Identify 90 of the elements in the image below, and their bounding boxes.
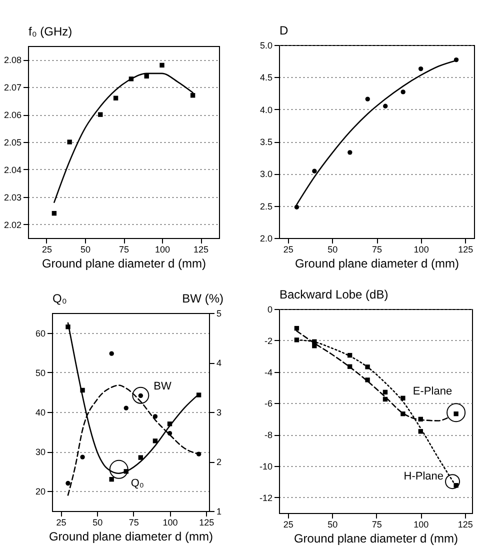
y-tick-label: 2.03 (4, 192, 22, 202)
y-tick-label: 20 (35, 486, 46, 497)
y-tick-label: 30 (35, 447, 46, 458)
x-tick-label: 50 (92, 518, 103, 528)
annotation: H-Plane (404, 470, 444, 483)
y-tick-label: 2.5 (260, 201, 272, 212)
x-axis-title: Ground plane diameter d (mm) (294, 532, 458, 546)
y-tick-label: -8 (264, 430, 272, 440)
y-axis-title: Backward Lobe (dB) (280, 288, 388, 302)
x-tick-label: 25 (42, 244, 52, 254)
x-tick-label: 75 (118, 244, 130, 254)
x-tick-label: 125 (194, 244, 209, 254)
point (66, 480, 70, 486)
point (365, 96, 370, 102)
y2-tick-label: 5 (216, 308, 222, 318)
y-tick-label: 2.0 (260, 234, 272, 244)
point (152, 414, 158, 419)
y-tick-label: 0 (267, 304, 272, 314)
point (382, 390, 388, 395)
x-tick-label: 100 (414, 520, 429, 530)
x-tick-label: 100 (414, 244, 429, 254)
point (52, 210, 57, 216)
y-tick-label: 3.0 (260, 169, 272, 180)
x-tick-label: 50 (328, 520, 338, 530)
y2-axis-title: BW (%) (182, 292, 224, 306)
y-axis-title: D (280, 24, 288, 38)
point (312, 168, 317, 174)
point (152, 438, 158, 444)
y-tick-label: 50 (35, 368, 46, 378)
y-tick-label: -2 (264, 336, 272, 346)
x-tick-label: 50 (328, 244, 338, 254)
y-tick-label: 2.02 (4, 220, 22, 230)
y-tick-label: 2.08 (4, 55, 22, 66)
x-tick-label: 125 (199, 518, 214, 528)
x-axis-title: Ground plane diameter d (mm) (48, 530, 214, 544)
x-tick-label: 100 (162, 518, 178, 528)
y-axis-title: Q₀ (52, 292, 67, 306)
x-tick-label: 25 (283, 520, 294, 530)
x-tick-label: 100 (154, 244, 170, 254)
point (124, 406, 128, 410)
point (109, 351, 114, 356)
point (109, 476, 114, 482)
y-tick-label: -4 (264, 367, 272, 378)
y2-tick-label: 3 (216, 408, 222, 418)
annotation: E-Plane (412, 386, 452, 398)
point (113, 96, 118, 100)
y-tick-label: -6 (264, 398, 272, 409)
point (400, 396, 406, 400)
point (80, 454, 85, 460)
y-tick-label: 4.5 (260, 72, 272, 83)
y-tick-label: 5.0 (260, 40, 272, 50)
point (418, 66, 424, 72)
point (144, 74, 149, 79)
x-tick-label: 25 (56, 518, 66, 528)
y-tick-label: 4.0 (260, 104, 272, 115)
x-tick-label: 75 (372, 520, 382, 530)
y2-tick-label: 1 (216, 506, 222, 516)
x-tick-label: 75 (128, 518, 139, 528)
point (67, 140, 72, 144)
point (294, 326, 300, 331)
annotation: Q₀ (130, 477, 144, 490)
y-axis-title: f₀ (GHz) (28, 24, 72, 38)
x-tick-label: 125 (458, 520, 473, 530)
y2-tick-label: 4 (216, 358, 222, 368)
point (138, 455, 144, 460)
x-tick-label: 25 (283, 244, 294, 254)
point (190, 93, 196, 98)
x-axis-title: Ground plane diameter d (mm) (42, 256, 206, 270)
x-tick-label: 50 (80, 244, 90, 254)
y-tick-label: 2.07 (4, 82, 22, 93)
x-axis-title: Ground plane diameter d (mm) (294, 256, 460, 270)
point (365, 378, 370, 382)
point (348, 150, 352, 155)
y-tick-label: 2.05 (4, 138, 22, 148)
y-tick-label: 60 (35, 328, 46, 338)
y-tick-label: -10 (259, 461, 272, 472)
y-tick-label: 40 (35, 408, 46, 418)
y-tick-label: 2.04 (4, 164, 22, 175)
y-tick-label: -12 (259, 492, 272, 503)
point (160, 62, 164, 68)
y-tick-label: 3.5 (260, 137, 272, 147)
point (383, 104, 388, 108)
y2-tick-label: 2 (216, 457, 222, 467)
x-tick-label: 75 (372, 244, 382, 254)
x-tick-label: 125 (458, 244, 474, 254)
point (294, 204, 300, 210)
annotation: BW (154, 380, 172, 392)
point (400, 90, 406, 94)
point (98, 112, 103, 117)
y-tick-label: 2.06 (4, 110, 22, 120)
